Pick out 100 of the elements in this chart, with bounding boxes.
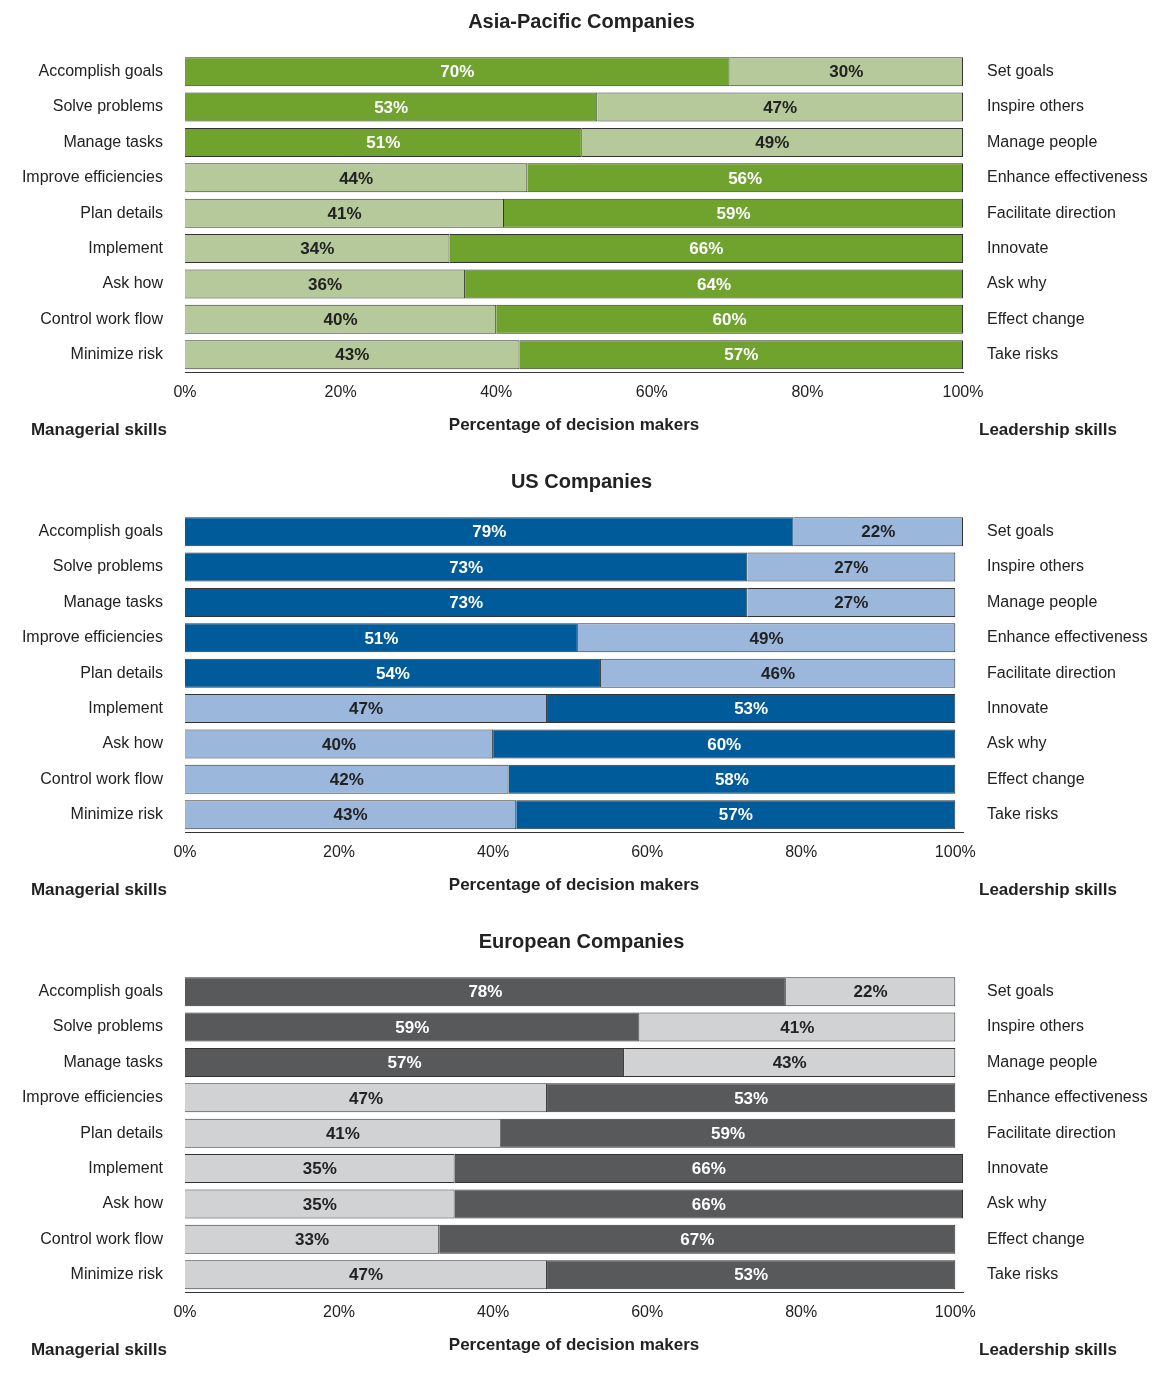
y2-tick-label: Inspire others (987, 1017, 1084, 1035)
x-tick-label: 60% (631, 843, 664, 861)
y-tick-label: Ask how (102, 274, 164, 292)
text: Managerial skills (30, 880, 167, 900)
data-label: 49% (755, 133, 790, 153)
data-label: 57% (724, 345, 759, 365)
data-label: 79% (472, 522, 507, 542)
y-tick-label: Improve efficiencies (21, 1088, 163, 1106)
data-label: 54% (375, 663, 410, 683)
x-tick-label: 100% (934, 843, 976, 861)
data-label: 44% (339, 168, 374, 188)
data-label: 35% (302, 1159, 337, 1179)
x-tick-label: 0% (173, 843, 197, 861)
y2-tick-label: Manage people (987, 1052, 1098, 1070)
x-axis-title: Percentage of decision makers (448, 875, 700, 895)
x-tick-label: 20% (324, 383, 357, 401)
y2-tick-label: Ask why (987, 734, 1047, 752)
y2-tick-label: Take risks (987, 805, 1059, 823)
data-label: 47% (349, 1265, 384, 1285)
data-label: 33% (295, 1230, 330, 1250)
y2-tick-label: Take risks (987, 345, 1059, 363)
y2-tick-label: Set goals (987, 982, 1054, 1000)
data-label: 47% (763, 97, 798, 117)
y-tick-label: Ask how (102, 734, 164, 752)
data-label: 53% (374, 97, 409, 117)
data-label: 67% (680, 1230, 715, 1250)
text: Managerial skills (30, 1340, 167, 1360)
data-label: 73% (449, 557, 484, 577)
y-tick-label: Accomplish goals (38, 62, 163, 80)
y-tick-label: Ask how (102, 1194, 164, 1212)
data-label: 59% (711, 1123, 746, 1143)
data-label: 51% (366, 133, 401, 153)
data-label: 43% (333, 805, 368, 825)
data-label: 30% (829, 62, 864, 82)
x-tick-label: 80% (785, 843, 818, 861)
data-label: 41% (325, 1123, 360, 1143)
y-tick-label: Solve problems (52, 1017, 163, 1035)
x-tick-label: 100% (942, 383, 984, 401)
data-label: 66% (691, 1159, 726, 1179)
data-label: 60% (707, 734, 742, 754)
x-tick-label: 60% (631, 1303, 664, 1321)
y-tick-label: Control work flow (40, 1229, 164, 1247)
data-label: 53% (734, 699, 769, 719)
y2-tick-label: Enhance effectiveness (987, 628, 1148, 646)
y2-tick-label: Take risks (987, 1265, 1059, 1283)
y2-tick-label: Innovate (987, 698, 1049, 716)
y2-tick-label: Enhance effectiveness (987, 168, 1148, 186)
x-axis-title: Percentage of decision makers (448, 415, 700, 435)
data-label: 70% (440, 62, 475, 82)
y2-tick-label: Manage people (987, 132, 1098, 150)
y-tick-label: Plan details (80, 663, 163, 681)
x-tick-label: 40% (480, 383, 513, 401)
y2-tick-label: Facilitate direction (987, 1123, 1116, 1141)
x-tick-label: 40% (477, 1303, 510, 1321)
y-tick-label: Minimize risk (70, 805, 164, 823)
y-tick-label: Implement (88, 698, 164, 716)
y2-tick-label: Innovate (987, 238, 1049, 256)
data-label: 27% (834, 593, 869, 613)
y2-tick-label: Facilitate direction (987, 203, 1116, 221)
data-label: 35% (302, 1194, 337, 1214)
data-label: 57% (718, 805, 753, 825)
y-tick-label: Accomplish goals (38, 522, 163, 540)
y-tick-label: Minimize risk (70, 345, 164, 363)
x-axis-title: Percentage of decision makers (448, 1335, 700, 1355)
y-tick-label: Implement (88, 238, 164, 256)
data-label: 51% (364, 628, 399, 648)
y2-tick-label: Manage people (987, 592, 1098, 610)
data-label: 47% (349, 699, 384, 719)
y-tick-label: Manage tasks (63, 592, 163, 610)
x-tick-label: 20% (323, 843, 356, 861)
y-tick-label: Control work flow (40, 769, 164, 787)
data-label: 41% (780, 1017, 815, 1037)
y2-tick-label: Set goals (987, 62, 1054, 80)
data-label: 56% (728, 168, 763, 188)
chart-title: European Companies (478, 929, 685, 952)
text: Managerial skills (30, 420, 167, 440)
y2-tick-label: Ask why (987, 1194, 1047, 1212)
y2-tick-label: Facilitate direction (987, 663, 1116, 681)
y-tick-label: Improve efficiencies (21, 168, 163, 186)
data-label: 49% (749, 628, 784, 648)
y-tick-label: Improve efficiencies (21, 628, 163, 646)
chart-title: Asia-Pacific Companies (468, 9, 695, 32)
y-tick-label: Manage tasks (63, 1052, 163, 1070)
data-label: 66% (689, 239, 724, 259)
data-label: 40% (323, 310, 358, 330)
data-label: 42% (329, 770, 364, 790)
x-tick-label: 80% (785, 1303, 818, 1321)
y-tick-label: Manage tasks (63, 132, 163, 150)
y-tick-label: Minimize risk (70, 1265, 164, 1283)
text: Leadership skills (979, 880, 1117, 900)
y2-tick-label: Inspire others (987, 97, 1084, 115)
y2-tick-label: Set goals (987, 522, 1054, 540)
data-label: 34% (300, 239, 335, 259)
text: Leadership skills (979, 420, 1117, 440)
x-tick-label: 0% (173, 1303, 197, 1321)
data-label: 47% (349, 1088, 384, 1108)
y2-tick-label: Enhance effectiveness (987, 1088, 1148, 1106)
y2-tick-label: Innovate (987, 1158, 1049, 1176)
y-tick-label: Solve problems (52, 557, 163, 575)
x-tick-label: 80% (791, 383, 824, 401)
